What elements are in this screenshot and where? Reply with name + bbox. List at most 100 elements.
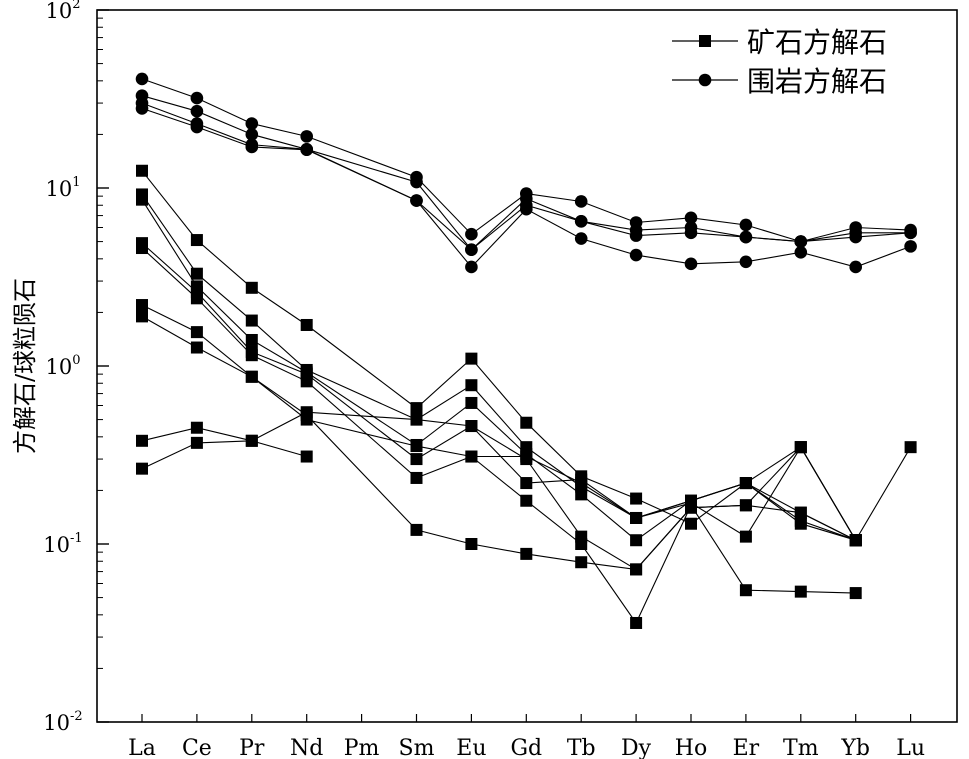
y-tick-exponent: -2: [70, 709, 83, 724]
data-point-square: [300, 450, 313, 463]
data-point-square: [575, 538, 588, 550]
data-point-circle: [629, 248, 643, 262]
data-point-square: [630, 616, 643, 629]
data-point-square: [410, 523, 423, 536]
data-point-square: [739, 530, 752, 543]
data-point-square: [245, 333, 258, 346]
y-tick-base: 10: [45, 177, 72, 201]
data-point-square: [465, 538, 478, 550]
data-point-circle: [904, 226, 917, 240]
plot-frame: [96, 9, 958, 723]
y-tick-label: 10-1: [43, 531, 82, 557]
data-point-square: [575, 488, 588, 501]
data-point-square: [465, 450, 478, 463]
data-point-square: [136, 434, 148, 447]
data-point-circle: [245, 117, 259, 130]
x-tick-label: Pr: [239, 736, 265, 759]
data-point-circle: [190, 120, 204, 134]
data-point-circle: [794, 235, 808, 248]
y-tick-base: 10: [45, 0, 72, 23]
data-point-square: [136, 299, 148, 312]
legend: 矿石方解石 围岩方解石: [672, 26, 887, 98]
data-point-square: [300, 318, 313, 331]
data-point-circle: [300, 143, 314, 157]
data-point-circle: [684, 257, 698, 271]
x-tick-label: Yb: [840, 736, 870, 759]
data-point-square: [630, 563, 643, 576]
legend-circle-marker: [698, 73, 712, 87]
data-point-square: [136, 310, 148, 323]
data-point-square: [575, 473, 588, 486]
x-tick-label: Lu: [896, 736, 925, 759]
y-tick-exponent: 0: [72, 353, 80, 368]
data-point-square: [630, 511, 643, 524]
series-line-6: [141, 304, 912, 570]
data-point-circle: [849, 260, 862, 274]
data-point-circle: [135, 72, 149, 86]
data-point-circle: [300, 130, 314, 143]
x-tick-label: Nd: [290, 736, 323, 759]
data-point-circle: [739, 230, 753, 244]
y-tick-exponent: 1: [72, 175, 80, 190]
x-tick-label: Dy: [621, 736, 652, 759]
data-point-square: [245, 349, 258, 362]
data-point-circle: [465, 243, 478, 257]
y-tick-base: 10: [45, 355, 72, 379]
data-point-circle: [520, 202, 533, 216]
x-tick-label: Ce: [182, 736, 212, 759]
data-point-circle: [794, 246, 808, 259]
data-point-square: [300, 406, 313, 419]
legend-label-ore: 矿石方解石: [747, 26, 887, 59]
data-point-square: [190, 341, 203, 354]
data-point-square: [739, 499, 752, 512]
data-point-square: [575, 556, 588, 569]
y-tick-label: 10-2: [43, 709, 82, 735]
data-point-square: [520, 477, 533, 490]
data-point-square: [849, 587, 862, 600]
data-point-square: [410, 402, 423, 415]
data-point-square: [410, 413, 423, 426]
x-tick-label: Ho: [675, 736, 707, 759]
data-point-square: [849, 534, 862, 547]
data-point-square: [630, 492, 643, 505]
y-tick-label: 100: [45, 353, 80, 379]
data-point-square: [190, 326, 203, 339]
data-point-circle: [410, 194, 423, 207]
data-point-circle: [465, 260, 478, 274]
data-point-square: [739, 477, 752, 490]
data-point-square: [136, 242, 148, 255]
series-line-10: [141, 78, 911, 243]
series-line-3: [141, 199, 856, 541]
data-point-circle: [465, 227, 478, 241]
data-point-circle: [849, 230, 862, 244]
y-axis-label: 方解石/球粒陨石: [11, 278, 39, 454]
data-point-square: [739, 584, 752, 597]
data-point-square: [245, 370, 258, 383]
x-tick-label: Gd: [510, 736, 542, 759]
data-point-circle: [684, 226, 698, 240]
data-point-circle: [574, 195, 588, 208]
y-tick-base: 10: [43, 711, 70, 735]
data-point-square: [300, 375, 313, 388]
data-point-circle: [190, 91, 204, 105]
data-point-square: [794, 585, 807, 598]
data-point-circle: [739, 218, 753, 232]
data-point-square: [190, 436, 203, 449]
legend-label-wall: 围岩方解石: [747, 65, 887, 98]
legend-square-marker: [699, 35, 711, 47]
data-point-square: [190, 292, 203, 305]
x-tick-label: Eu: [456, 736, 486, 759]
data-point-circle: [190, 104, 204, 118]
data-point-square: [410, 440, 423, 453]
series-line-13: [141, 107, 911, 268]
data-point-circle: [739, 255, 753, 269]
data-point-square: [685, 501, 697, 514]
data-point-square: [136, 193, 148, 206]
x-tick-label: Pm: [344, 736, 380, 759]
data-point-square: [465, 420, 478, 433]
data-point-circle: [135, 102, 149, 115]
data-point-square: [520, 450, 533, 463]
data-point-square: [520, 494, 533, 507]
